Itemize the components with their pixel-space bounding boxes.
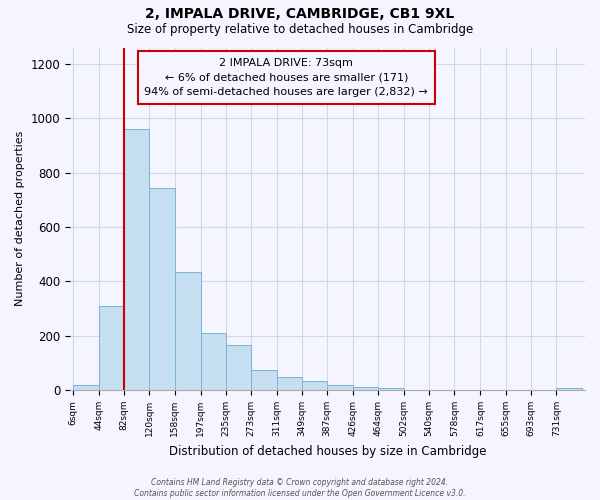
Bar <box>277 377 302 390</box>
Bar <box>149 188 175 390</box>
Bar <box>98 306 124 390</box>
Bar <box>327 384 353 390</box>
Text: Contains HM Land Registry data © Crown copyright and database right 2024.
Contai: Contains HM Land Registry data © Crown c… <box>134 478 466 498</box>
Text: Size of property relative to detached houses in Cambridge: Size of property relative to detached ho… <box>127 22 473 36</box>
Bar <box>200 333 226 390</box>
X-axis label: Distribution of detached houses by size in Cambridge: Distribution of detached houses by size … <box>169 444 486 458</box>
Bar <box>124 129 149 390</box>
Bar <box>73 384 98 390</box>
Bar <box>226 345 251 390</box>
Bar <box>379 388 404 390</box>
Text: 2, IMPALA DRIVE, CAMBRIDGE, CB1 9XL: 2, IMPALA DRIVE, CAMBRIDGE, CB1 9XL <box>145 8 455 22</box>
Text: 2 IMPALA DRIVE: 73sqm
← 6% of detached houses are smaller (171)
94% of semi-deta: 2 IMPALA DRIVE: 73sqm ← 6% of detached h… <box>145 58 428 98</box>
Bar <box>353 388 379 390</box>
Bar <box>175 272 200 390</box>
Bar <box>556 388 581 390</box>
Bar <box>302 380 327 390</box>
Y-axis label: Number of detached properties: Number of detached properties <box>15 131 25 306</box>
Bar <box>251 370 277 390</box>
